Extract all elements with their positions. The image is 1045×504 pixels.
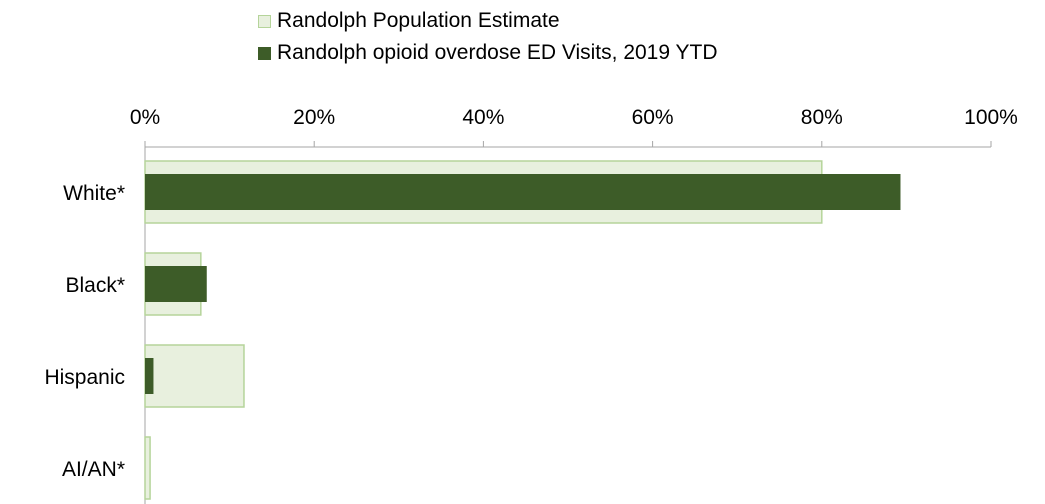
x-axis: 0% 20% 40% 60% 80% 100%: [130, 106, 1018, 504]
bar-ed-visits: [145, 266, 207, 302]
legend-label-ed-visits: Randolph opioid overdose ED Visits, 2019…: [277, 41, 718, 64]
legend-item-ed-visits: Randolph opioid overdose ED Visits, 2019…: [258, 38, 718, 68]
legend-swatch-ed-visits: [258, 46, 271, 60]
x-tick-label: 20%: [293, 106, 335, 129]
category-label: White*: [63, 182, 125, 205]
bar-ed-visits: [145, 174, 901, 210]
x-tick-label: 80%: [801, 106, 843, 129]
category-label: Black*: [65, 274, 125, 297]
x-tick-label: 40%: [462, 106, 504, 129]
x-tick-label: 0%: [130, 106, 160, 129]
category-label: AI/AN*: [62, 458, 125, 481]
legend-label-population: Randolph Population Estimate: [277, 9, 560, 32]
bar-population: [144, 436, 151, 500]
legend-item-population: Randolph Population Estimate: [258, 6, 718, 36]
category-label: Hispanic: [44, 366, 125, 389]
legend-swatch-population: [258, 14, 271, 28]
chart-legend: Randolph Population Estimate Randolph op…: [258, 6, 718, 70]
category-labels: White* Black* Hispanic AI/AN*: [44, 182, 125, 481]
bar-population: [144, 344, 245, 408]
bar-ed-visits: [145, 358, 154, 394]
x-tick-label: 60%: [632, 106, 674, 129]
x-tick-label: 100%: [964, 106, 1018, 129]
bars: [144, 160, 901, 500]
